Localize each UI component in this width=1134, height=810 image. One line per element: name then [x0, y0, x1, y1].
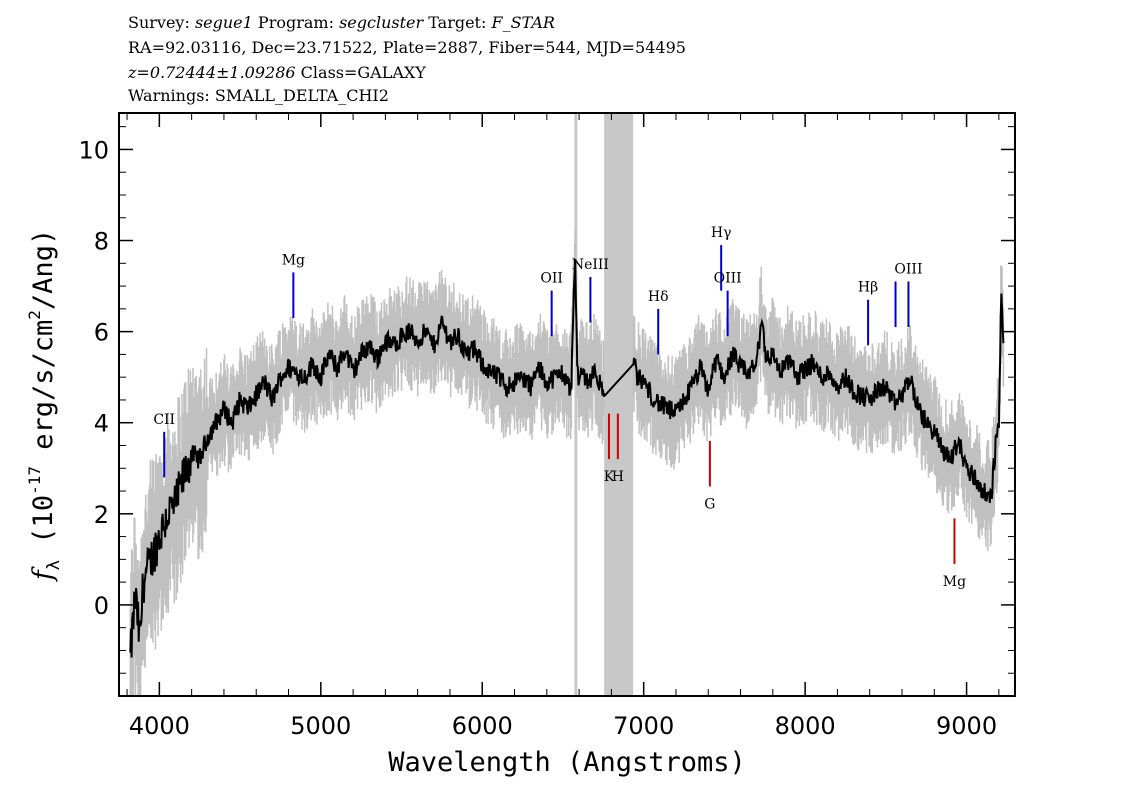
spectrum-line [129, 258, 1005, 658]
emission-line-label: Mg [282, 252, 305, 268]
y-tick-label: 2 [94, 501, 109, 529]
y-axis-label: fλ (10-17 erg/s/cm2/Ang) [25, 229, 64, 582]
emission-line-label: Hβ [858, 280, 878, 296]
absorption-line-label: Mg [943, 574, 966, 590]
x-tick-label: 5000 [290, 712, 351, 740]
emission-line-label: OIII [894, 262, 922, 278]
survey-value: segue1 [194, 13, 253, 32]
y-tick-label: 4 [94, 410, 109, 438]
header-line-3: z=0.72444±1.09286 Class=GALAXY [128, 63, 426, 82]
emission-line-label: OIII [714, 271, 742, 287]
masked-band [604, 113, 634, 696]
emission-line-label: Hδ [648, 289, 669, 305]
y-tick-label: 6 [94, 319, 109, 347]
noise-band [129, 229, 1005, 696]
y-tick-label: 10 [78, 136, 109, 164]
absorption-line-label: H [612, 469, 624, 485]
emission-line-label: NeIII [572, 257, 609, 273]
target-value: F_STAR [491, 13, 555, 32]
y-tick-label: 8 [94, 228, 109, 256]
axis-ticks: 4000 5000 6000 7000 8000 9000 0 2 4 6 8 10 [78, 113, 1015, 740]
y-tick-label: 0 [94, 592, 109, 620]
header-line-1: Survey: segue1 Program: segcluster Targe… [128, 13, 555, 32]
absorption-line-label: G [704, 496, 715, 512]
emission-line-label: OII [540, 271, 563, 287]
program-value: segcluster [339, 13, 424, 32]
x-tick-label: 4000 [129, 712, 190, 740]
emission-line-label: Hγ [711, 225, 732, 241]
x-tick-label: 7000 [613, 712, 674, 740]
emission-line-label: CII [153, 412, 175, 428]
x-tick-label: 8000 [775, 712, 836, 740]
warnings-line: Warnings: SMALL_DELTA_CHI2 [128, 86, 389, 105]
x-tick-label: 9000 [936, 712, 997, 740]
redshift-value: z=0.72444±1.09286 [128, 63, 296, 82]
class-value: Class=GALAXY [300, 63, 426, 82]
absorption-line-label: K [604, 469, 615, 485]
masked-regions [574, 113, 634, 696]
x-tick-label: 6000 [452, 712, 513, 740]
header-line-2: RA=92.03116, Dec=23.71522, Plate=2887, F… [128, 38, 686, 57]
plot-frame [118, 112, 1016, 697]
x-axis-label: Wavelength (Angstroms) [388, 747, 746, 778]
spectral-lines: CII Mg OII NeIII Hδ Hγ OIII Hβ OIII KH G Mg [153, 225, 966, 590]
